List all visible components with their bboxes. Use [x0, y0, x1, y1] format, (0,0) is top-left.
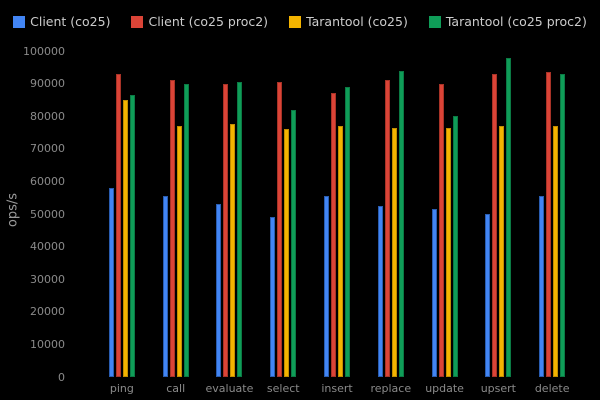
bar-client-co25-proc2-delete	[546, 72, 552, 377]
x-tick-label: insert	[321, 382, 353, 395]
x-tick-label: upsert	[480, 382, 516, 395]
legend-swatch-client-co25	[13, 15, 26, 28]
x-tick-label: select	[266, 382, 300, 395]
legend-swatch-tarantool-co25	[289, 15, 302, 28]
bar-client-co25-proc2-insert	[331, 93, 337, 377]
bar-tarantool-co25-evaluate	[230, 124, 236, 377]
y-tick-label: 70000	[30, 142, 65, 156]
x-tick-label: ping	[109, 382, 134, 395]
bar-group-replace: replace	[364, 51, 418, 395]
bar-tarantool-co25-delete	[553, 125, 559, 377]
bar-group-call: call	[149, 51, 203, 395]
bar-client-co25-proc2-evaluate	[223, 83, 229, 377]
bar-tarantool-co25-replace	[391, 127, 397, 377]
bar-client-co25-replace	[377, 205, 383, 377]
y-tick-label: 10000	[30, 337, 65, 351]
legend-label: Client (co25 proc2)	[148, 14, 269, 29]
y-tick-label: 50000	[30, 207, 65, 221]
bar-client-co25-proc2-replace	[384, 80, 390, 377]
bar-group-select: select	[256, 51, 310, 395]
bar-client-co25-ping	[108, 187, 114, 377]
y-tick-label: 30000	[30, 272, 65, 286]
bar-tarantool-co25-proc2-call	[183, 83, 189, 377]
bar-tarantool-co25-select	[284, 129, 290, 377]
bar-client-co25-proc2-call	[169, 80, 175, 377]
bar-client-co25-upsert	[485, 214, 491, 377]
bar-group-upsert: upsert	[471, 51, 525, 395]
y-tick-label: 0	[58, 370, 65, 384]
x-tick-label: replace	[370, 382, 412, 395]
legend-label: Client (co25)	[30, 14, 111, 29]
bar-client-co25-delete	[539, 196, 545, 377]
x-tick-label: call	[166, 382, 186, 395]
bar-client-co25-proc2-update	[438, 83, 444, 377]
y-tick-label: 80000	[30, 109, 65, 123]
legend-label: Tarantool (co25 proc2)	[445, 14, 587, 29]
legend-label: Tarantool (co25)	[306, 14, 408, 29]
y-tick-label: 40000	[30, 240, 65, 254]
bar-group-evaluate: evaluate	[203, 51, 257, 395]
bar-client-co25-insert	[324, 196, 330, 377]
bar-tarantool-co25-proc2-update	[452, 116, 458, 377]
bar-tarantool-co25-proc2-delete	[560, 73, 566, 377]
bar-tarantool-co25-upsert	[499, 125, 505, 377]
bar-client-co25-proc2-upsert	[492, 73, 498, 377]
y-tick-label: 90000	[30, 77, 65, 91]
legend-swatch-tarantool-co25-proc2	[428, 15, 441, 28]
bar-client-co25-evaluate	[216, 204, 222, 377]
x-tick-label: delete	[534, 382, 570, 395]
bar-tarantool-co25-proc2-insert	[345, 86, 351, 377]
y-tick-label: 20000	[30, 305, 65, 319]
bar-group-update: update	[418, 51, 472, 395]
y-tick-label: 100000	[23, 44, 65, 58]
legend: Client (co25) Client (co25 proc2) Tarantoo…	[0, 14, 600, 29]
bar-group-ping: ping	[95, 51, 149, 395]
y-tick-label: 60000	[30, 174, 65, 188]
bar-client-co25-call	[162, 196, 168, 377]
x-tick-label: evaluate	[205, 382, 254, 395]
bar-tarantool-co25-call	[176, 125, 182, 377]
bar-tarantool-co25-proc2-replace	[398, 70, 404, 377]
bar-client-co25-proc2-ping	[115, 73, 121, 377]
bar-tarantool-co25-proc2-select	[291, 109, 297, 377]
bar-client-co25-select	[270, 217, 276, 377]
bar-tarantool-co25-ping	[122, 99, 128, 377]
legend-item-tarantool-co25-proc2: Tarantool (co25 proc2)	[428, 14, 587, 29]
bar-tarantool-co25-update	[445, 127, 451, 377]
legend-item-client-co25: Client (co25)	[13, 14, 110, 29]
bar-tarantool-co25-proc2-upsert	[506, 57, 512, 377]
bar-tarantool-co25-proc2-evaluate	[237, 81, 243, 377]
legend-item-tarantool-co25: Tarantool (co25)	[289, 14, 408, 29]
legend-swatch-client-co25-proc2	[131, 15, 144, 28]
bar-group-insert: insert	[310, 51, 364, 395]
legend-item-client-co25-proc2: Client (co25 proc2)	[131, 14, 268, 29]
x-tick-label: update	[425, 382, 464, 395]
bar-group-delete: delete	[525, 51, 579, 395]
plot-area: ping call evaluate select insert replace updat…	[95, 51, 579, 395]
bar-client-co25-proc2-select	[277, 81, 283, 377]
bar-client-co25-update	[431, 209, 437, 377]
bar-tarantool-co25-proc2-ping	[129, 95, 135, 377]
bar-tarantool-co25-insert	[338, 125, 344, 377]
